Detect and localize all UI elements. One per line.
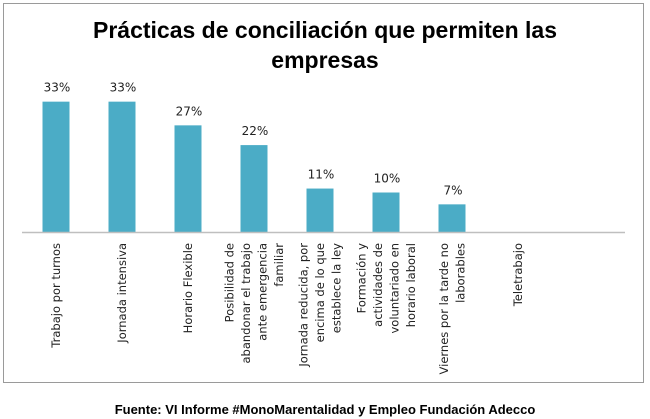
bar [108,101,136,233]
chart-title: Prácticas de conciliación que permiten l… [93,17,557,43]
data-label: 22% [242,124,269,138]
bar-chart: Prácticas de conciliación que permiten l… [22,17,625,374]
x-tick-label: familiar [272,243,286,287]
x-tick-label: Posibilidad de [222,243,236,322]
x-tick-label: laborables [453,243,467,303]
bar [372,192,400,232]
bar [174,125,202,232]
x-tick-label: establece la ley [330,243,344,333]
bar [438,204,466,232]
x-tick-label: Teletrabajo [511,243,525,307]
x-tick-label: actividades de [371,243,385,327]
x-tick-label: horario laboral [404,243,418,327]
data-label: 27% [176,104,203,118]
data-label: 7% [443,183,462,197]
data-label: 33% [110,81,137,95]
bar [240,145,268,232]
bar [42,101,70,233]
x-tick-label: Jornada reducida, por [297,243,311,368]
x-tick-label: Formación y [354,243,368,314]
x-tick-label: abandonar el trabajo [239,243,253,364]
chart-title: empresas [271,47,378,73]
x-tick-label: encima de lo que [313,243,327,342]
x-tick-label: Viernes por la tarde no [437,243,451,374]
x-tick-label: ante emergencia [255,243,269,341]
data-label: 33% [44,81,71,95]
source-note: Fuente: VI Informe #MonoMarentalidad y E… [114,402,536,417]
x-tick-label: Horario Flexible [181,243,195,333]
chart-frame [3,3,644,383]
data-label: 11% [308,168,335,182]
x-tick-label: voluntariado en [387,243,401,334]
bar [306,188,334,232]
x-tick-label: Jornada intensiva [115,243,129,344]
data-label: 10% [374,172,401,186]
x-tick-label: Trabajo por turnos [49,243,63,349]
